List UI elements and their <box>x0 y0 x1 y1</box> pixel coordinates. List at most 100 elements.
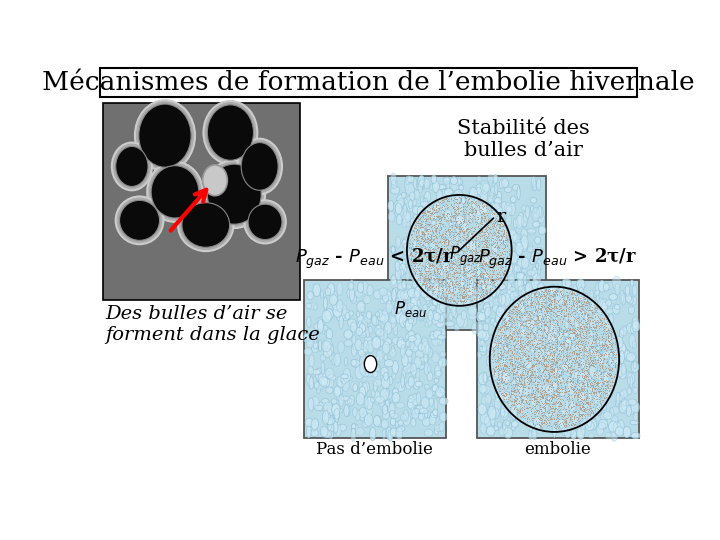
Ellipse shape <box>482 256 490 269</box>
Ellipse shape <box>488 198 493 203</box>
Ellipse shape <box>630 405 634 415</box>
Ellipse shape <box>416 307 420 317</box>
Ellipse shape <box>540 405 543 410</box>
Ellipse shape <box>366 353 374 359</box>
Ellipse shape <box>423 240 428 248</box>
Ellipse shape <box>392 337 400 345</box>
Ellipse shape <box>567 357 572 369</box>
Ellipse shape <box>402 204 407 217</box>
Ellipse shape <box>485 207 490 213</box>
Ellipse shape <box>398 296 405 307</box>
Ellipse shape <box>424 230 428 241</box>
Ellipse shape <box>408 399 414 407</box>
Ellipse shape <box>469 231 472 242</box>
Ellipse shape <box>599 341 605 346</box>
Ellipse shape <box>513 384 518 389</box>
Ellipse shape <box>545 416 551 429</box>
Ellipse shape <box>460 222 469 232</box>
Ellipse shape <box>494 279 498 289</box>
Ellipse shape <box>626 293 631 303</box>
Ellipse shape <box>441 313 444 322</box>
Ellipse shape <box>508 229 516 242</box>
Ellipse shape <box>387 402 391 415</box>
Ellipse shape <box>549 346 558 359</box>
Ellipse shape <box>366 352 369 356</box>
Ellipse shape <box>521 234 525 247</box>
Ellipse shape <box>448 217 456 226</box>
Ellipse shape <box>570 429 574 435</box>
Ellipse shape <box>392 299 396 309</box>
Ellipse shape <box>536 263 539 269</box>
Ellipse shape <box>477 267 481 279</box>
Ellipse shape <box>570 388 575 402</box>
Ellipse shape <box>351 360 357 366</box>
Ellipse shape <box>178 199 233 251</box>
Ellipse shape <box>538 319 545 326</box>
Ellipse shape <box>390 303 394 312</box>
Ellipse shape <box>623 427 631 437</box>
Ellipse shape <box>576 294 585 302</box>
Ellipse shape <box>542 374 546 379</box>
Ellipse shape <box>443 232 450 238</box>
Ellipse shape <box>433 296 436 308</box>
Ellipse shape <box>469 187 476 196</box>
Ellipse shape <box>549 354 554 363</box>
Ellipse shape <box>431 311 439 325</box>
Ellipse shape <box>487 254 495 261</box>
Ellipse shape <box>481 181 489 194</box>
Ellipse shape <box>597 346 604 350</box>
Ellipse shape <box>590 419 597 430</box>
Ellipse shape <box>588 392 597 397</box>
Ellipse shape <box>328 406 337 413</box>
Ellipse shape <box>306 335 314 348</box>
Ellipse shape <box>475 184 484 197</box>
Ellipse shape <box>613 422 621 433</box>
Ellipse shape <box>421 247 427 253</box>
Ellipse shape <box>390 246 396 252</box>
Ellipse shape <box>397 337 404 348</box>
Ellipse shape <box>545 384 554 396</box>
Ellipse shape <box>388 212 395 222</box>
Ellipse shape <box>323 348 332 357</box>
Ellipse shape <box>377 364 380 370</box>
Ellipse shape <box>518 383 523 397</box>
Ellipse shape <box>349 288 354 301</box>
Ellipse shape <box>491 200 495 211</box>
Ellipse shape <box>589 366 596 377</box>
Ellipse shape <box>446 235 455 241</box>
Ellipse shape <box>328 374 336 383</box>
Ellipse shape <box>606 433 612 439</box>
Ellipse shape <box>627 377 631 385</box>
Ellipse shape <box>433 295 441 307</box>
Ellipse shape <box>612 353 621 365</box>
Ellipse shape <box>518 212 523 226</box>
Ellipse shape <box>474 287 480 296</box>
Ellipse shape <box>503 390 506 402</box>
Ellipse shape <box>320 426 328 437</box>
Ellipse shape <box>322 310 331 322</box>
Ellipse shape <box>493 196 498 201</box>
Ellipse shape <box>413 178 417 188</box>
Ellipse shape <box>557 344 564 355</box>
Ellipse shape <box>513 265 521 272</box>
Ellipse shape <box>495 280 502 286</box>
Ellipse shape <box>557 387 562 393</box>
Ellipse shape <box>412 223 415 232</box>
Ellipse shape <box>482 183 490 192</box>
Ellipse shape <box>318 340 322 352</box>
Ellipse shape <box>382 294 389 302</box>
Ellipse shape <box>433 307 438 320</box>
Ellipse shape <box>527 246 533 252</box>
Ellipse shape <box>438 335 445 340</box>
Ellipse shape <box>120 200 160 240</box>
Ellipse shape <box>466 197 474 202</box>
Ellipse shape <box>433 204 442 213</box>
Ellipse shape <box>513 297 519 309</box>
Ellipse shape <box>422 198 426 211</box>
Ellipse shape <box>564 336 572 346</box>
Ellipse shape <box>389 376 393 385</box>
Ellipse shape <box>478 340 486 346</box>
Ellipse shape <box>457 267 464 273</box>
Ellipse shape <box>540 399 549 408</box>
Ellipse shape <box>498 328 506 341</box>
